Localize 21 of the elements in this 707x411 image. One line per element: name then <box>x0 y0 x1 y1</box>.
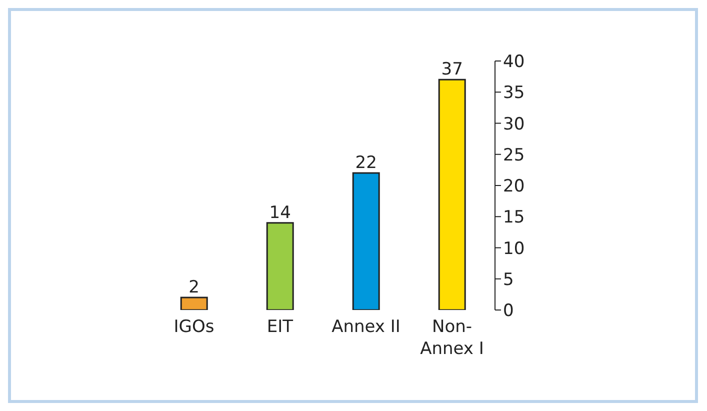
y-tick-label: 5 <box>503 270 514 290</box>
y-tick-label: 30 <box>503 114 525 134</box>
y-tick-label: 20 <box>503 176 525 197</box>
bar <box>352 172 380 310</box>
data-label: 37 <box>441 60 463 80</box>
bar <box>438 78 466 310</box>
x-tick-label: EIT <box>266 317 294 337</box>
y-tick-label: 25 <box>503 145 525 166</box>
data-label: 14 <box>269 202 291 223</box>
y-tick-label: 0 <box>503 301 514 322</box>
y-tick-label: 15 <box>503 208 525 228</box>
x-tick-label: IGOs <box>174 317 214 337</box>
data-label: 22 <box>355 153 377 174</box>
y-tick-label: 10 <box>503 238 525 259</box>
y-tick-label: 35 <box>503 83 525 104</box>
data-label: 2 <box>188 278 200 298</box>
x-tick-label: Annex II <box>332 317 400 337</box>
y-tick-label: 40 <box>503 52 525 72</box>
x-tick-label: Non-Annex I <box>420 317 484 359</box>
bar <box>180 296 208 310</box>
bar <box>266 222 294 310</box>
